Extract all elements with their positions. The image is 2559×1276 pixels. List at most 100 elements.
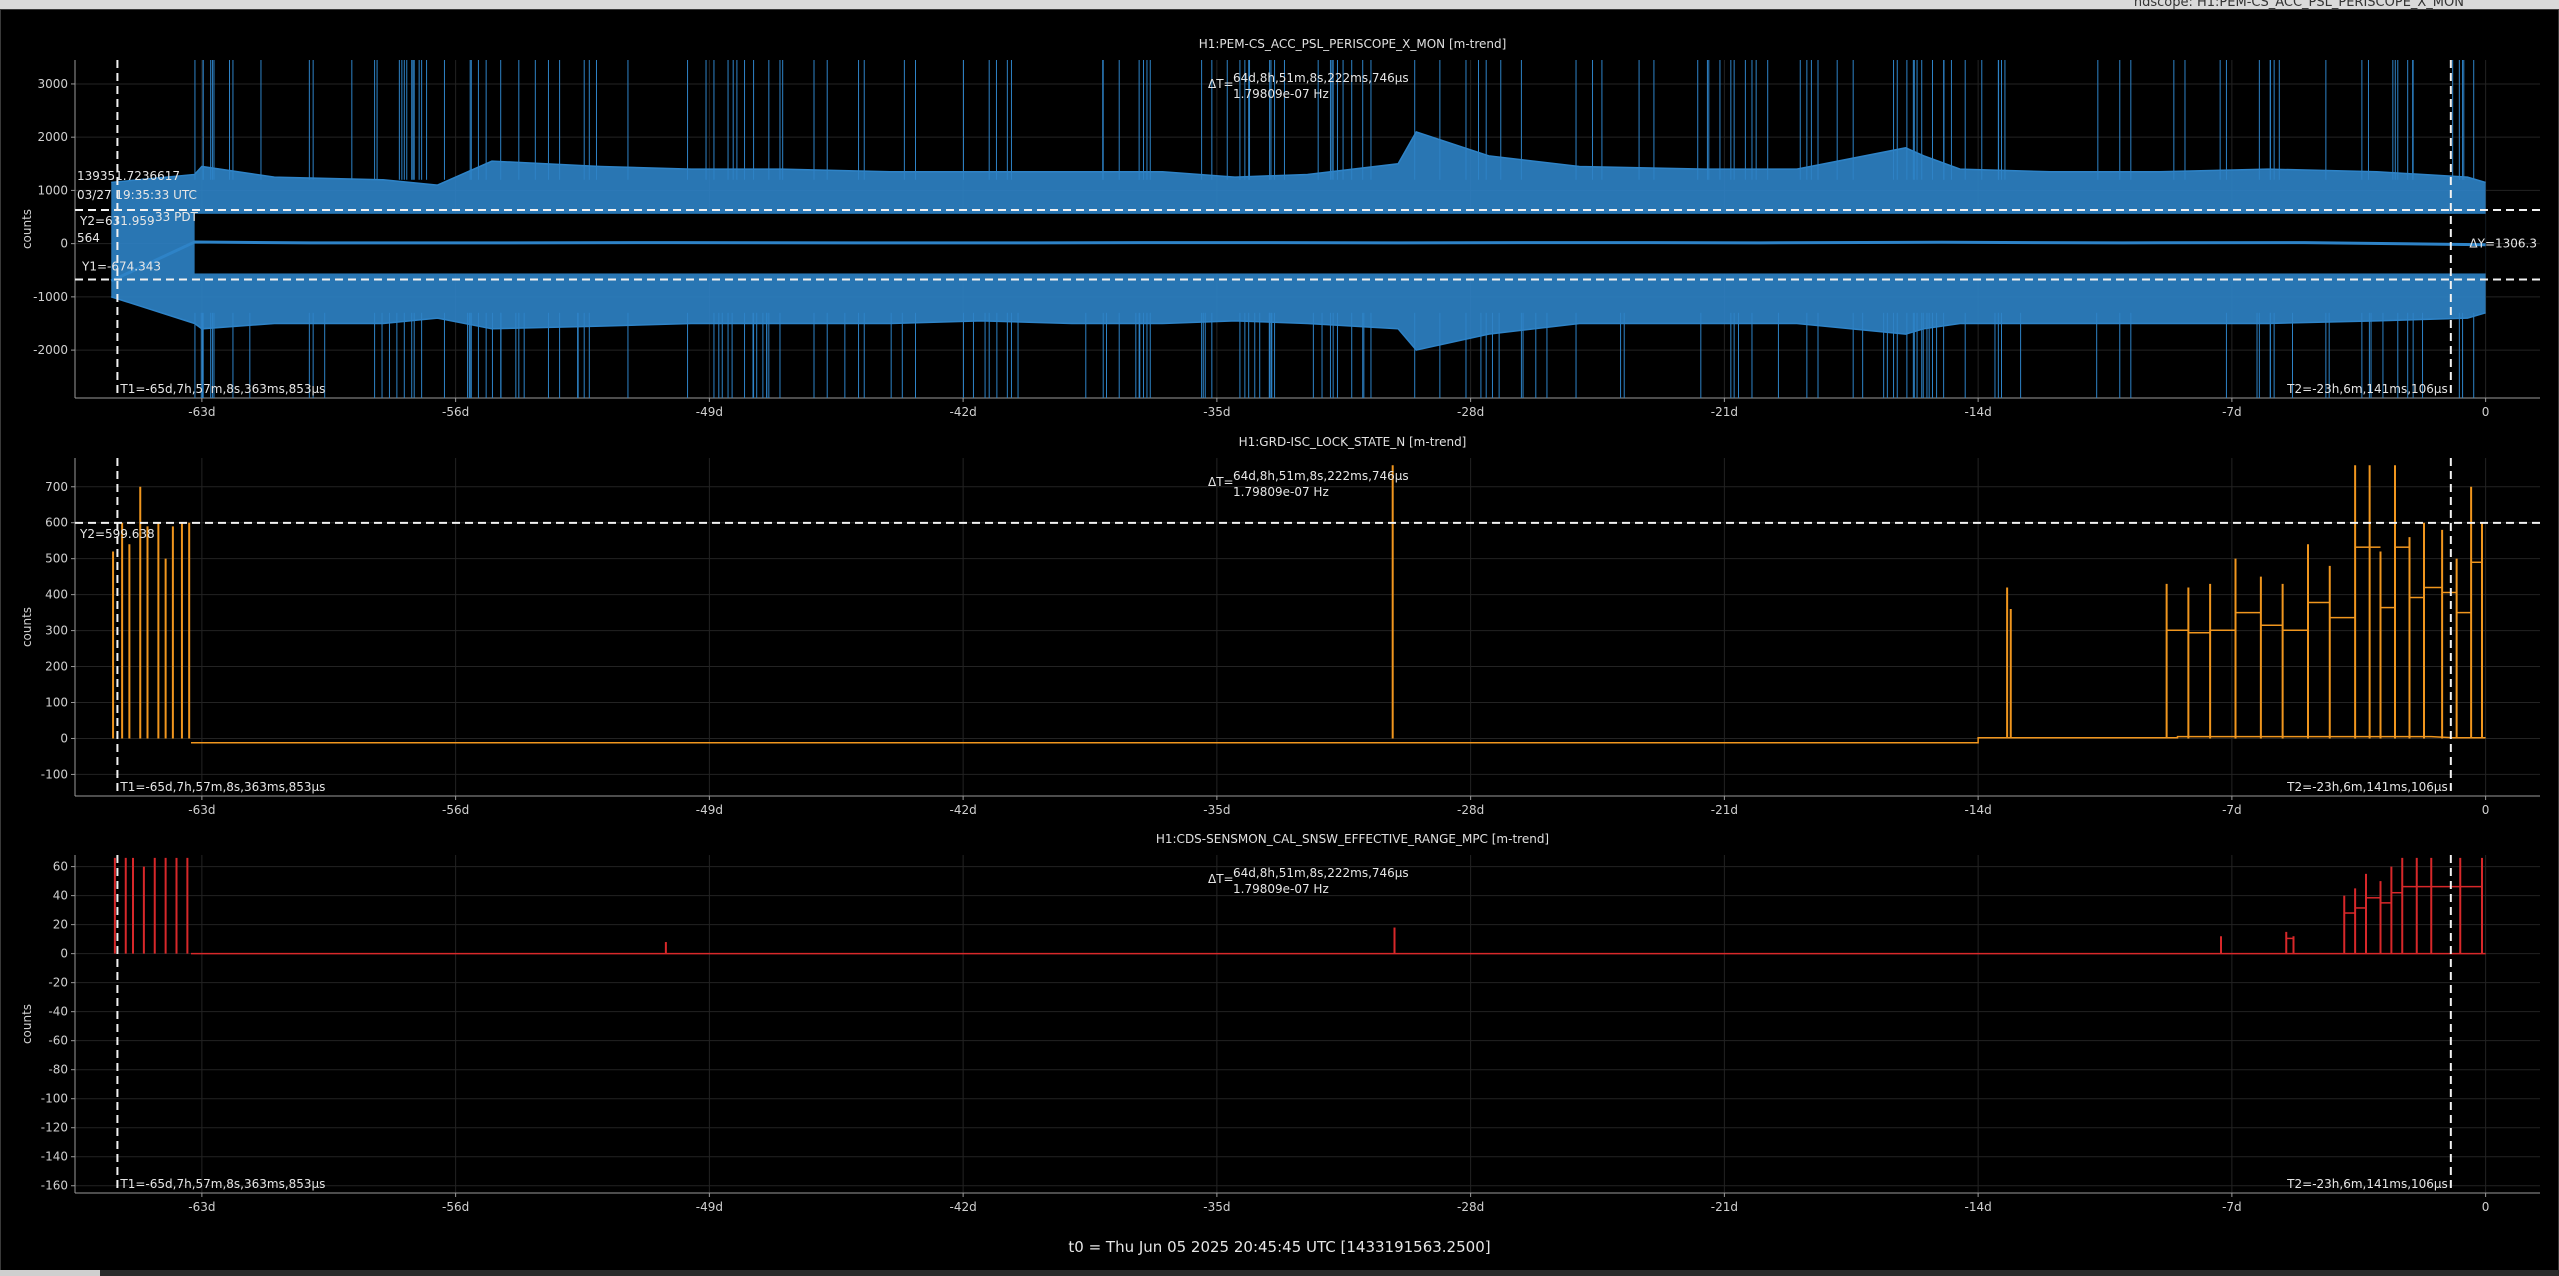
y-tick-label: -1000 bbox=[33, 290, 68, 304]
cursor-y1-label: Y1=-674.343 bbox=[81, 260, 161, 274]
x-tick-label: -14d bbox=[1965, 1200, 1992, 1214]
x-tick-label: -14d bbox=[1965, 405, 1992, 419]
y-tick-label: 400 bbox=[45, 588, 68, 602]
x-tick-label: -42d bbox=[950, 803, 977, 817]
y-axis-label: counts bbox=[20, 607, 34, 647]
y-tick-label: -160 bbox=[41, 1179, 68, 1193]
cursor-annotation: 564 bbox=[77, 231, 100, 245]
cursor-t1-label: T1=-65d,7h,57m,8s,363ms,853µs bbox=[119, 382, 325, 396]
plot-title: H1:GRD-ISC_LOCK_STATE_N [m-trend] bbox=[1239, 435, 1467, 449]
y-tick-label: 0 bbox=[60, 947, 68, 961]
title-bar: ndscope: H1:PEM-CS_ACC_PSL_PERISCOPE_X_M… bbox=[0, 0, 2559, 10]
x-tick-label: -28d bbox=[1457, 405, 1484, 419]
x-tick-label: -56d bbox=[442, 803, 469, 817]
y-tick-label: -100 bbox=[41, 1092, 68, 1106]
x-tick-label: -35d bbox=[1203, 803, 1230, 817]
y-tick-label: -80 bbox=[48, 1063, 68, 1077]
x-tick-label: -14d bbox=[1965, 803, 1992, 817]
y-tick-label: 60 bbox=[53, 860, 68, 874]
x-tick-label: -21d bbox=[1711, 1200, 1738, 1214]
x-tick-label: -49d bbox=[696, 803, 723, 817]
delta-t-label: ΔT= bbox=[1208, 475, 1234, 489]
y-tick-label: 0 bbox=[60, 731, 68, 745]
y-tick-label: 1000 bbox=[37, 183, 68, 197]
delta-t-value: 64d,8h,51m,8s,222ms,746µs bbox=[1233, 71, 1409, 85]
cursor-t2-label: T2=-23h,6m,141ms,106µs bbox=[2286, 1177, 2448, 1191]
status-bar bbox=[0, 1270, 2559, 1276]
y-tick-label: -120 bbox=[41, 1121, 68, 1135]
x-tick-label: -21d bbox=[1711, 803, 1738, 817]
delta-t-frequency: 1.79809e-07 Hz bbox=[1233, 87, 1329, 101]
series-max bbox=[111, 130, 2486, 186]
cursor-annotation: 03/27 19:35:33 UTC bbox=[77, 188, 197, 202]
delta-t-label: ΔT= bbox=[1208, 77, 1234, 91]
delta-y-label: ΔY=1306.3 bbox=[2469, 237, 2537, 251]
y-tick-label: 700 bbox=[45, 480, 68, 494]
y-tick-label: 3000 bbox=[37, 77, 68, 91]
y-tick-label: -2000 bbox=[33, 343, 68, 357]
y-axis-label: counts bbox=[20, 1004, 34, 1044]
x-tick-label: 0 bbox=[2482, 405, 2490, 419]
plot-data bbox=[112, 465, 2486, 744]
x-tick-label: -35d bbox=[1203, 1200, 1230, 1214]
delta-t-label: ΔT= bbox=[1208, 872, 1234, 886]
chart-panel-1: -63d -56d -49d -42d -35d -28d -21d -14d -7d 0 -200… bbox=[20, 37, 2540, 419]
x-tick-label: -63d bbox=[188, 1200, 215, 1214]
t0-label: t0 = Thu Jun 05 2025 20:45:45 UTC [14331… bbox=[1068, 1238, 1491, 1256]
cursor-t2-label: T2=-23h,6m,141ms,106µs bbox=[2286, 780, 2448, 794]
cursor-t1-label: T1=-65d,7h,57m,8s,363ms,853µs bbox=[119, 1177, 325, 1191]
x-tick-label: -7d bbox=[2222, 803, 2242, 817]
x-tick-label: -49d bbox=[696, 405, 723, 419]
cursor-y2-label: Y2=631.959 bbox=[79, 214, 155, 228]
cursor-t2-label: T2=-23h,6m,141ms,106µs bbox=[2286, 382, 2448, 396]
y-tick-label: -140 bbox=[41, 1150, 68, 1164]
x-tick-label: 0 bbox=[2482, 803, 2490, 817]
x-tick-label: -42d bbox=[950, 1200, 977, 1214]
plot-title: H1:PEM-CS_ACC_PSL_PERISCOPE_X_MON [m-tre… bbox=[1199, 37, 1507, 51]
y-tick-label: 200 bbox=[45, 660, 68, 674]
y-axis-label: counts bbox=[20, 209, 34, 249]
x-tick-label: 0 bbox=[2482, 1200, 2490, 1214]
bottom-tab[interactable] bbox=[0, 1270, 100, 1276]
window-title: ndscope: H1:PEM-CS_ACC_PSL_PERISCOPE_X_M… bbox=[2133, 0, 2464, 10]
x-tick-label: -28d bbox=[1457, 803, 1484, 817]
plot-title: H1:CDS-SENSMON_CAL_SNSW_EFFECTIVE_RANGE_… bbox=[1156, 832, 1549, 846]
y-tick-label: 20 bbox=[53, 918, 68, 932]
x-tick-label: -56d bbox=[442, 1200, 469, 1214]
cursor-annotation: 139351.7236617 bbox=[77, 169, 180, 183]
x-tick-label: -63d bbox=[188, 803, 215, 817]
delta-t-value: 64d,8h,51m,8s,222ms,746µs bbox=[1233, 469, 1409, 483]
y-tick-label: -20 bbox=[48, 976, 68, 990]
x-tick-label: -28d bbox=[1457, 1200, 1484, 1214]
cursor-y2-label: Y2=599.638 bbox=[79, 527, 155, 541]
y-tick-label: 600 bbox=[45, 516, 68, 530]
y-tick-label: 40 bbox=[53, 889, 68, 903]
y-tick-label: 300 bbox=[45, 624, 68, 638]
x-tick-label: -7d bbox=[2222, 1200, 2242, 1214]
cursor-t1-label: T1=-65d,7h,57m,8s,363ms,853µs bbox=[119, 780, 325, 794]
cursor-annotation: 33 PDT bbox=[155, 210, 199, 224]
y-tick-label: -60 bbox=[48, 1034, 68, 1048]
x-tick-label: -35d bbox=[1203, 405, 1230, 419]
delta-t-value: 64d,8h,51m,8s,222ms,746µs bbox=[1233, 866, 1409, 880]
x-tick-label: -7d bbox=[2222, 405, 2242, 419]
x-tick-label: -63d bbox=[188, 405, 215, 419]
chart-panel-2: -63d -56d -49d -42d -35d -28d -21d -14d -7d 0 -100… bbox=[20, 435, 2540, 817]
plot-data bbox=[110, 60, 2486, 398]
y-tick-label: 500 bbox=[45, 552, 68, 566]
x-tick-label: -56d bbox=[442, 405, 469, 419]
y-tick-label: 0 bbox=[60, 237, 68, 251]
series-min bbox=[111, 296, 2486, 351]
x-tick-label: -49d bbox=[696, 1200, 723, 1214]
y-tick-label: -40 bbox=[48, 1005, 68, 1019]
y-tick-label: -100 bbox=[41, 767, 68, 781]
x-tick-label: -21d bbox=[1711, 405, 1738, 419]
chart-panel-3: -63d -56d -49d -42d -35d -28d -21d -14d -7d 0 -160… bbox=[20, 832, 2540, 1214]
y-tick-label: 2000 bbox=[37, 130, 68, 144]
delta-t-frequency: 1.79809e-07 Hz bbox=[1233, 882, 1329, 896]
series-mean bbox=[110, 240, 2486, 283]
series-baseline bbox=[191, 735, 2486, 744]
x-tick-label: -42d bbox=[950, 405, 977, 419]
plot-data bbox=[113, 857, 2486, 955]
